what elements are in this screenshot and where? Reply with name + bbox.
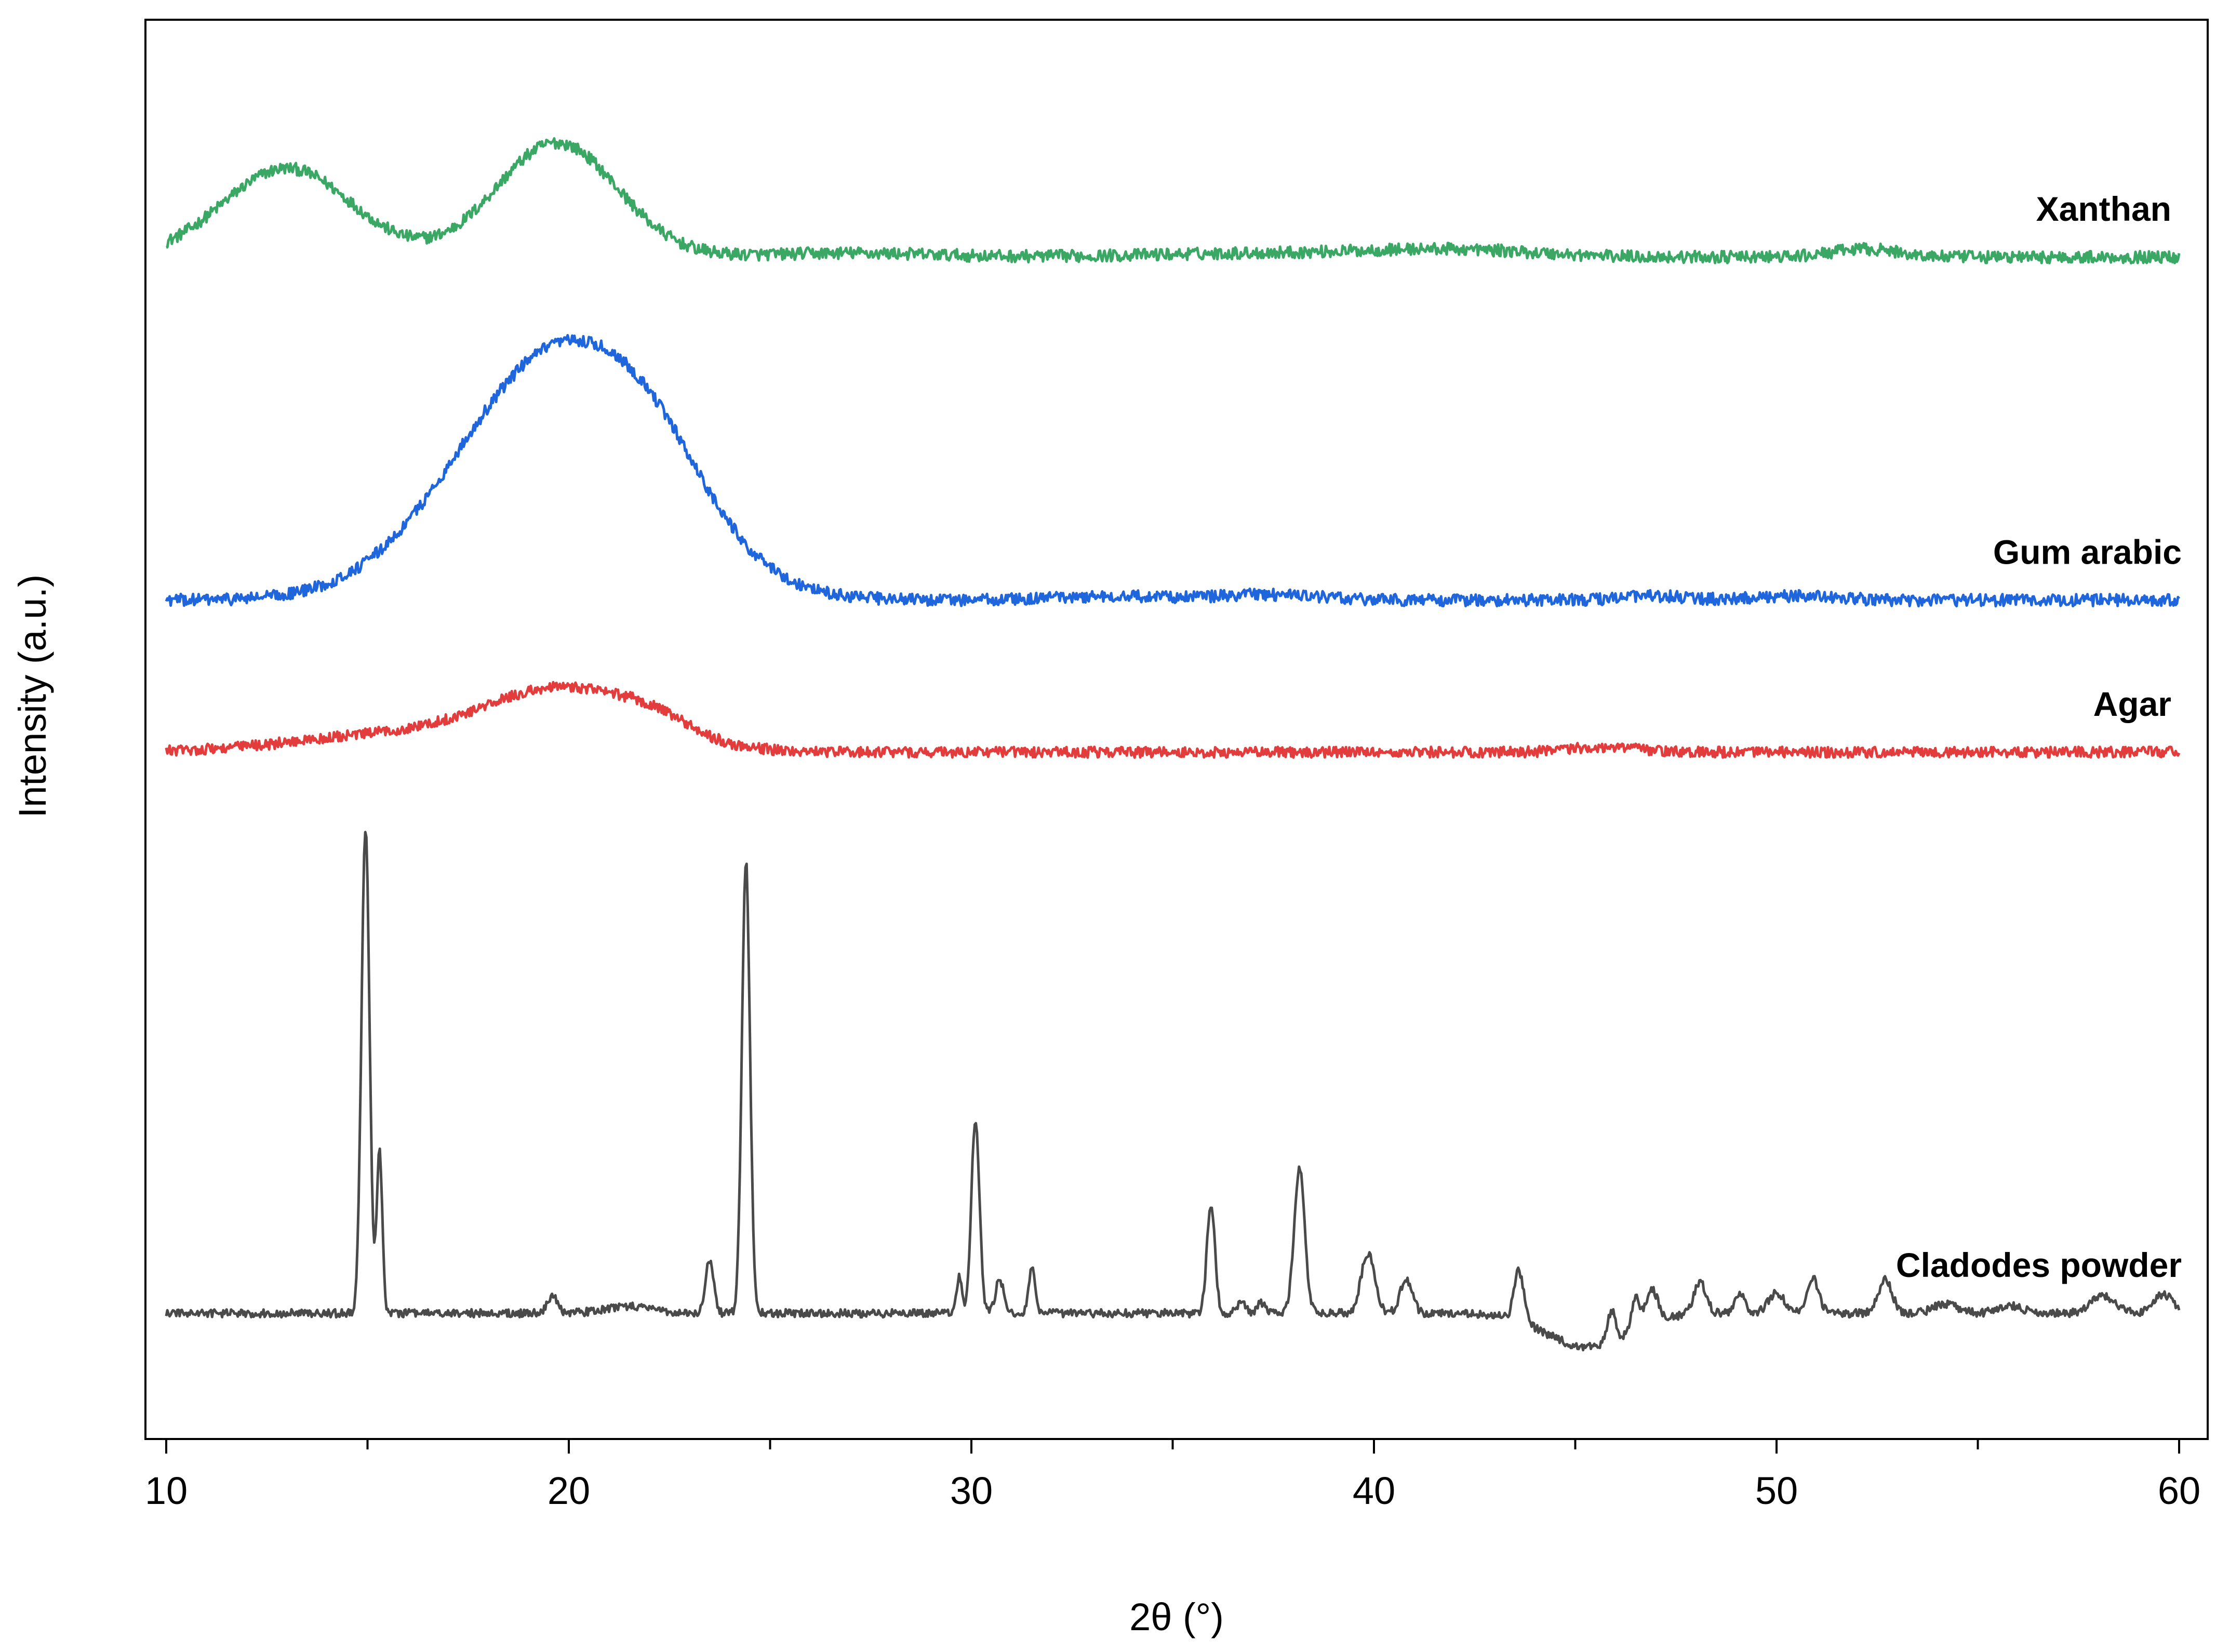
series-line-cladodes-powder (165, 831, 2181, 1352)
x-tick-label-20: 20 (548, 1469, 590, 1512)
series-line-agar (165, 681, 2181, 759)
x-tick-label-30: 30 (950, 1469, 993, 1512)
x-tick-label-50: 50 (1755, 1469, 1798, 1512)
series-line-gum-arabic (165, 334, 2181, 608)
series-line-xanthan (166, 137, 2181, 264)
x-tick-label-40: 40 (1353, 1469, 1395, 1512)
x-axis-title: 2θ (°) (1129, 1595, 1224, 1638)
x-tick-label-60: 60 (2158, 1469, 2200, 1512)
x-axis-ticks: 10 20 30 40 50 60 (145, 1439, 2200, 1512)
y-axis-title: Intensity (a.u.) (11, 575, 54, 818)
series-label-gum-arabic: Gum arabic (1993, 532, 2182, 571)
plot-lines (165, 137, 2181, 1352)
series-label-agar: Agar (2093, 685, 2171, 723)
series-labels: Xanthan Gum arabic Agar Cladodes powder (1896, 190, 2182, 1284)
x-tick-label-10: 10 (145, 1469, 188, 1512)
plot-frame (144, 19, 2209, 1440)
series-label-cladodes-powder: Cladodes powder (1896, 1246, 2182, 1284)
series-label-xanthan: Xanthan (2036, 190, 2171, 228)
